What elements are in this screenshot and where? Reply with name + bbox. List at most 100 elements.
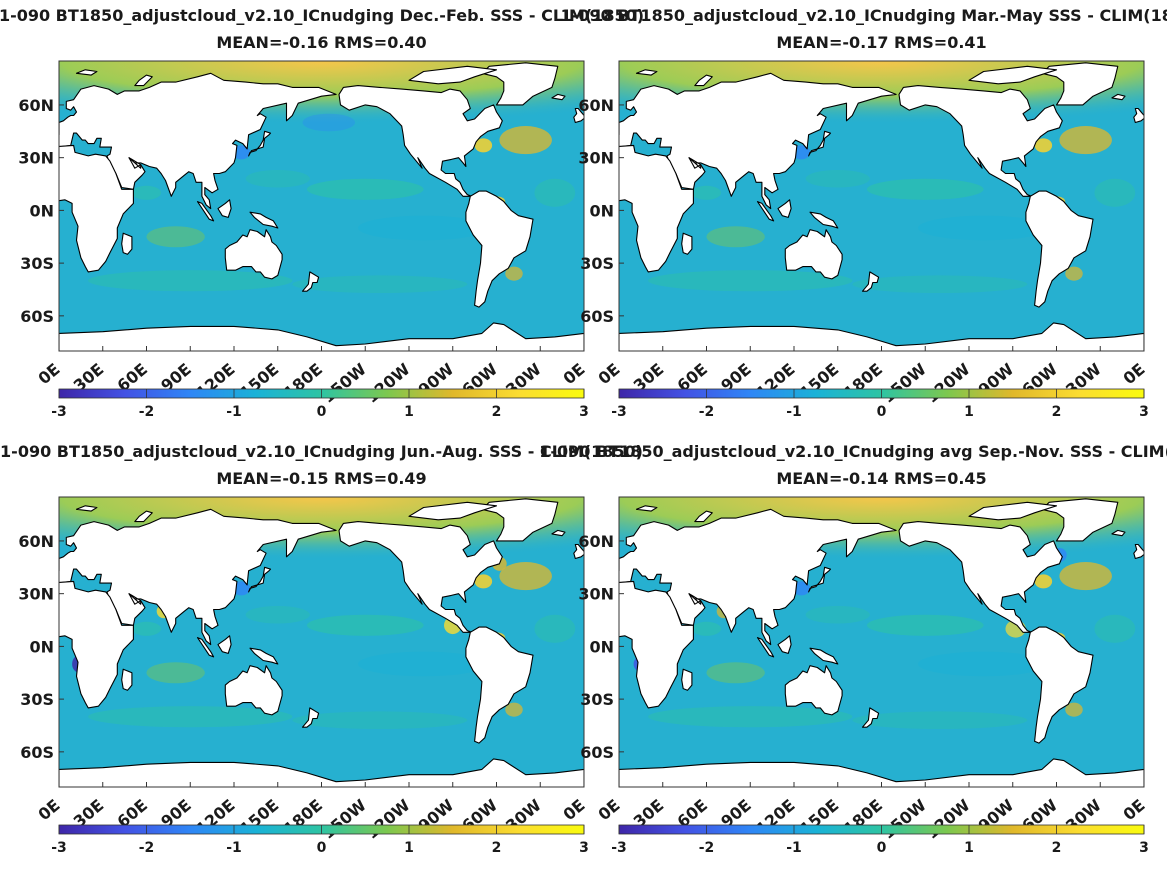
land-scandinavia_fill — [59, 557, 60, 572]
land-australia — [784, 665, 843, 716]
anomaly-region — [146, 662, 205, 684]
panel-title: 1-090 BT1850_adjustcloud_v2.10_ICnudging… — [0, 442, 643, 461]
colorbar-tick-label: -1 — [226, 404, 242, 420]
anomaly-region — [505, 702, 523, 717]
land-scandinavia_fill — [619, 557, 620, 572]
colorbar-tick-label: 1 — [404, 840, 414, 856]
anomaly-region — [292, 275, 468, 293]
land-newguinea — [249, 211, 279, 229]
land-sumatra — [756, 637, 775, 658]
colorbar-tick-label: -3 — [51, 840, 67, 856]
anomaly-region — [306, 614, 424, 636]
colorbar-tick-label: -1 — [226, 840, 242, 856]
colorbar-tick-label: -1 — [786, 404, 802, 420]
colorbar-tick-label: 2 — [492, 404, 502, 420]
land-sumatra — [756, 201, 775, 222]
panel-title: 1-090 BT1850_adjustcloud_v2.10_ICnudging… — [0, 6, 644, 25]
anomaly-region — [691, 185, 722, 200]
land-newguinea — [249, 647, 279, 665]
lon-tick-label: 150W — [879, 359, 931, 407]
lat-tick-label: 30N — [578, 585, 614, 604]
land-madagascar — [121, 232, 133, 255]
land-nz — [301, 271, 320, 292]
land-antarctica — [59, 322, 584, 351]
anomaly-region — [245, 169, 310, 188]
land-svalbard — [635, 505, 658, 512]
land-canada_arch — [408, 65, 498, 85]
anomaly-region — [706, 226, 765, 248]
land-australia — [224, 665, 283, 716]
land-arabia_gulf — [128, 593, 142, 605]
colorbar-tick-label: -1 — [786, 840, 802, 856]
lat-tick-label: 0N — [589, 201, 614, 220]
land-arabia_gulf — [688, 593, 702, 605]
anomaly-region — [505, 266, 523, 281]
anomaly-region — [306, 178, 424, 200]
land-borneo — [777, 199, 792, 218]
land-japan — [248, 566, 272, 593]
land-sumatra — [196, 201, 215, 222]
land-svalbard — [75, 505, 98, 512]
anomaly-region — [648, 270, 853, 292]
land-uk — [1133, 107, 1144, 124]
anomaly-region — [1065, 266, 1083, 281]
land-japan — [248, 130, 272, 157]
land-canada_arch — [968, 501, 1058, 521]
anomaly-region — [292, 711, 468, 729]
land-nz — [861, 271, 880, 292]
anomaly-region — [852, 711, 1028, 729]
land-sa — [465, 626, 534, 744]
colorbar-tick-label: 0 — [877, 840, 887, 856]
land-newguinea — [809, 647, 839, 665]
land-iceland — [551, 529, 566, 537]
anomaly-region — [691, 621, 722, 636]
land-sa — [1025, 626, 1094, 744]
lat-tick-label: 30S — [580, 690, 614, 709]
anomaly-region — [917, 651, 1050, 677]
colorbar-tick-label: 2 — [1052, 404, 1062, 420]
map-panel-2: 1-090 BT1850_adjustcloud_v2.10_ICnudging… — [561, 6, 1167, 420]
panel-stats: MEAN=-0.16 RMS=0.40 — [216, 33, 426, 52]
lon-tick-label: 0E — [594, 796, 623, 825]
land-na — [898, 521, 1063, 633]
land-antarctica — [619, 322, 1144, 351]
anomaly-region — [534, 178, 576, 207]
land-japan — [808, 566, 832, 593]
anomaly-region — [357, 215, 490, 241]
lon-tick-label: 150W — [319, 359, 371, 407]
land-antarctica — [59, 758, 584, 787]
land-greenland — [481, 62, 559, 106]
lon-tick-label: 0E — [34, 796, 63, 825]
panel-title: 1-090 BT1850_adjustcloud_v2.10_ICnudging… — [539, 442, 1167, 461]
anomaly-region — [1094, 614, 1136, 643]
colorbar-tick-label: 2 — [492, 840, 502, 856]
lat-tick-label: 60S — [20, 743, 54, 762]
colorbar-tick-label: 0 — [317, 840, 327, 856]
panel-stats: MEAN=-0.14 RMS=0.45 — [776, 469, 986, 488]
land-sa — [465, 190, 534, 308]
map-panel-1: 1-090 BT1850_adjustcloud_v2.10_ICnudging… — [0, 6, 644, 420]
anomaly-region — [474, 138, 493, 153]
land-borneo — [217, 199, 232, 218]
land-svalbard — [635, 69, 658, 76]
land-newguinea — [809, 211, 839, 229]
land-madagascar — [681, 232, 693, 255]
colorbar-tick-label: 0 — [877, 404, 887, 420]
lat-tick-label: 30S — [20, 254, 54, 273]
lat-tick-label: 60S — [580, 743, 614, 762]
land-uk — [1133, 543, 1144, 560]
land-antarctica — [619, 758, 1144, 787]
land-iceland — [1111, 529, 1126, 537]
map-panel-3: 1-090 BT1850_adjustcloud_v2.10_ICnudging… — [0, 442, 643, 856]
anomaly-region — [357, 651, 490, 677]
colorbar-tick-label: 1 — [964, 840, 974, 856]
land-iceland — [1111, 93, 1126, 101]
lon-tick-label: 120W — [362, 795, 414, 843]
land-uk — [573, 107, 584, 124]
land-madagascar — [681, 668, 693, 691]
anomaly-region — [648, 706, 853, 728]
colorbar-tick-label: 0 — [317, 404, 327, 420]
land-borneo — [777, 635, 792, 654]
anomaly-region — [245, 605, 310, 624]
